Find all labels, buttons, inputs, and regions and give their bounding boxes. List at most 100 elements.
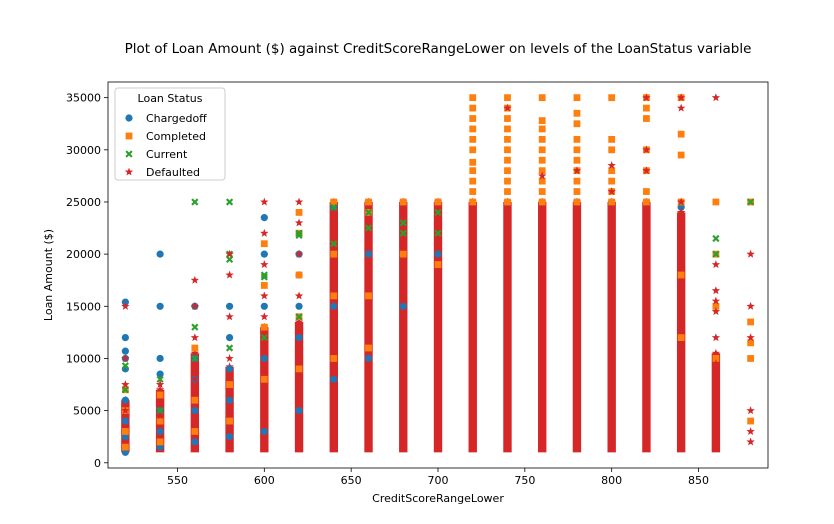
completed-point-41 <box>469 115 477 122</box>
completed-point-82 <box>643 198 650 206</box>
defaulted-point-0 <box>121 301 130 310</box>
completed-point-62 <box>538 125 546 133</box>
completed-point-43 <box>469 94 477 102</box>
chargedoff-point-7 <box>121 333 129 342</box>
current-point-21 <box>399 219 407 227</box>
defaulted-point-25 <box>572 166 582 175</box>
dense-column-780 <box>572 201 582 453</box>
y-tick-label-15000: 15000 <box>66 300 101 313</box>
chargedoff-point-36 <box>330 375 338 383</box>
defaulted-point-15 <box>260 228 269 237</box>
current-point-18 <box>330 240 338 248</box>
completed-point-18 <box>295 271 303 279</box>
chargedoff-point-21 <box>225 433 234 441</box>
y-tick-label-5000: 5000 <box>73 405 101 418</box>
defaulted-point-23 <box>503 103 512 112</box>
completed-point-39 <box>469 135 477 143</box>
current-point-9 <box>225 255 234 263</box>
x-tick-label-650: 650 <box>341 474 362 487</box>
current-point-23 <box>434 208 442 217</box>
series-current <box>121 198 755 415</box>
current-point-20 <box>364 224 373 232</box>
legend-label-defaulted: Defaulted <box>146 166 200 179</box>
defaulted-point-32 <box>676 103 686 112</box>
dense-column-760 <box>538 201 547 453</box>
current-point-16 <box>295 313 303 321</box>
dense-column-700 <box>433 201 443 453</box>
defaulted-point-4 <box>155 380 165 389</box>
chargedoff-point-15 <box>156 250 164 258</box>
chargedoff-point-24 <box>225 333 234 342</box>
legend-entry-defaulted: Defaulted <box>124 166 200 179</box>
x-axis-label: CreditScoreRangeLower <box>372 492 504 505</box>
completed-point-0 <box>121 443 129 451</box>
dense-column-600 <box>260 327 269 453</box>
defaulted-point-6 <box>190 275 200 284</box>
completed-point-61 <box>538 135 546 143</box>
completed-point-7 <box>191 428 199 435</box>
chargedoff-point-45 <box>434 250 442 258</box>
completed-point-50 <box>504 135 511 143</box>
defaulted-point-14 <box>260 197 269 206</box>
current-point-24 <box>434 229 442 237</box>
completed-point-73 <box>573 109 581 117</box>
completed-point-23 <box>330 250 338 258</box>
current-point-7 <box>225 198 234 206</box>
completed-point-55 <box>538 198 546 206</box>
defaulted-point-19 <box>294 197 304 206</box>
y-tick-label-35000: 35000 <box>66 92 101 105</box>
chargedoff-point-28 <box>260 302 268 310</box>
defaulted-point-28 <box>642 93 651 102</box>
defaulted-point-13 <box>225 354 234 363</box>
dense-column-580 <box>225 366 234 453</box>
completed-point-47 <box>504 167 511 175</box>
y-tick-label-30000: 30000 <box>66 144 101 157</box>
legend-label-completed: Completed <box>146 130 206 143</box>
defaulted-point-30 <box>642 166 651 175</box>
completed-point-63 <box>538 117 546 124</box>
completed-point-49 <box>504 146 511 154</box>
current-point-4 <box>191 198 199 206</box>
completed-point-74 <box>573 94 581 102</box>
completed-point-86 <box>643 115 650 122</box>
x-tick-label-600: 600 <box>254 474 275 487</box>
legend-label-chargedoff: Chargedoff <box>146 112 207 125</box>
dense-column-cap-860 <box>711 348 721 357</box>
completed-point-90 <box>677 151 685 159</box>
completed-point-78 <box>608 167 616 175</box>
defaulted-point-39 <box>711 260 721 269</box>
chargedoff-point-9 <box>156 443 164 451</box>
completed-point-72 <box>573 120 581 128</box>
completed-point-10 <box>226 417 233 425</box>
defaulted-point-2 <box>121 380 130 389</box>
chargedoff-point-25 <box>225 302 234 310</box>
chargedoff-point-6 <box>121 347 129 355</box>
completed-point-75 <box>608 198 616 206</box>
y-axis-label: Loan Amount ($) <box>42 229 55 321</box>
defaulted-point-35 <box>676 291 686 300</box>
defaulted-point-42 <box>711 307 721 316</box>
defaulted-point-36 <box>676 364 686 373</box>
legend-defaulted-point-marker <box>124 167 134 176</box>
y-axis-ticks: 0 5000 10000 15000 20000 25000 30000 35000 <box>66 92 108 470</box>
legend: Loan Status Chargedoff Completed Current De… <box>114 87 226 181</box>
completed-point-56 <box>538 188 546 195</box>
completed-point-69 <box>573 156 581 164</box>
completed-point-67 <box>573 177 581 185</box>
defaulted-point-7 <box>190 301 200 310</box>
completed-point-54 <box>504 94 511 102</box>
x-axis-ticks: 550 600 650 700 750 800 850 <box>167 468 709 487</box>
completed-point-45 <box>504 188 511 195</box>
chargedoff-point-13 <box>156 354 164 363</box>
current-point-22 <box>399 229 407 237</box>
completed-point-32 <box>434 261 442 268</box>
defaulted-point-29 <box>642 145 651 154</box>
completed-point-59 <box>538 156 546 164</box>
dense-column-680 <box>399 201 408 453</box>
x-tick-label-800: 800 <box>601 474 622 487</box>
completed-point-46 <box>504 177 511 185</box>
legend-current-point-marker <box>125 150 133 158</box>
chargedoff-point-2 <box>121 417 129 425</box>
dense-column-520 <box>121 400 130 453</box>
completed-point-42 <box>469 104 477 112</box>
